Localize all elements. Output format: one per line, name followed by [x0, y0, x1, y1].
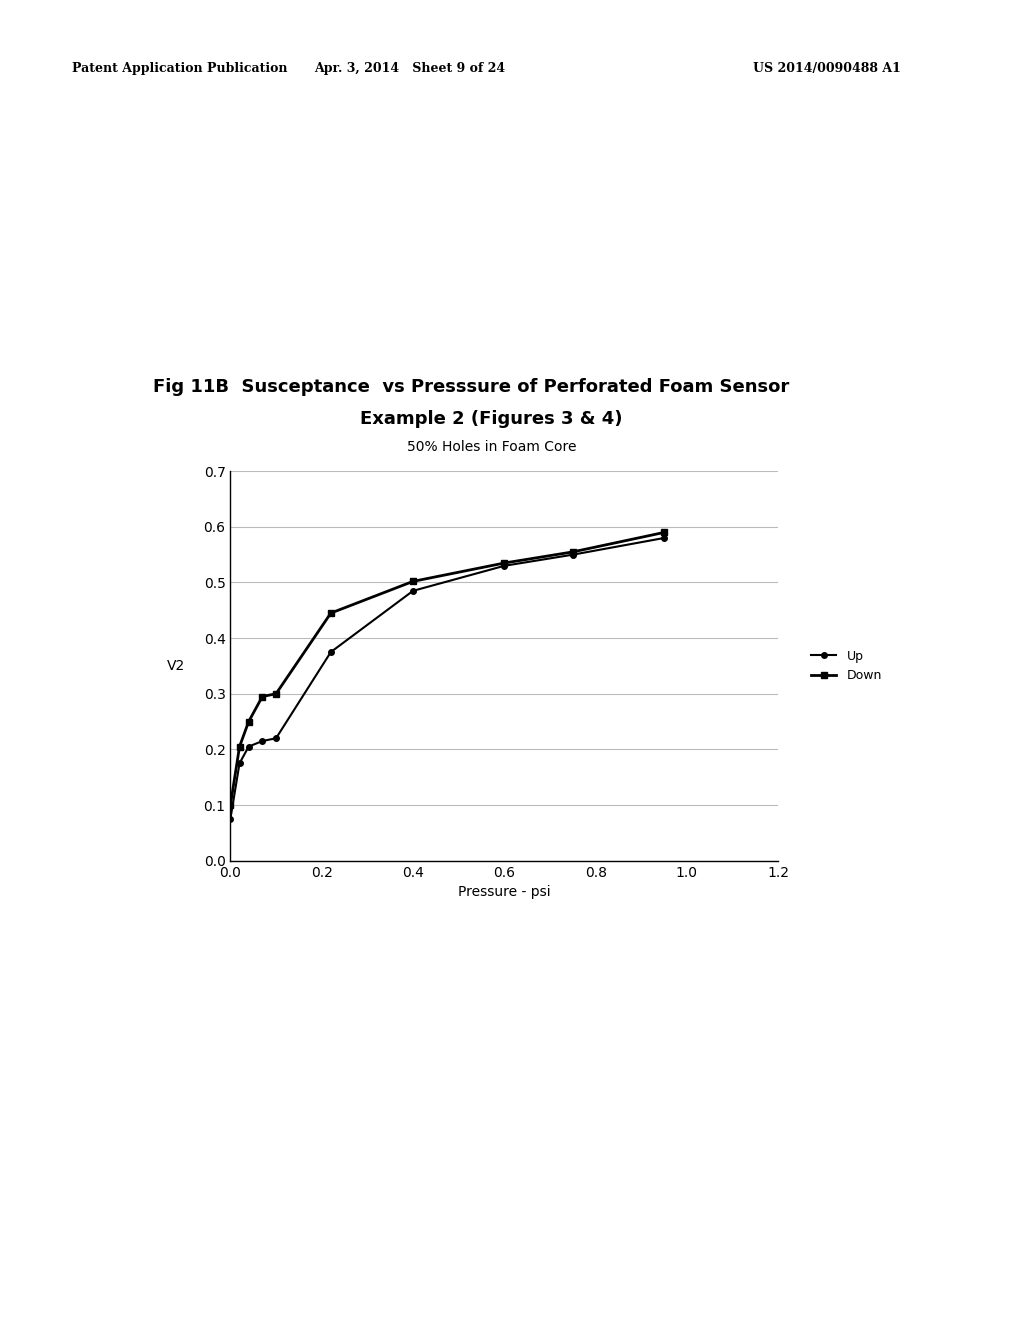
Down [243, 714, 255, 730]
Text: US 2014/0090488 A1: US 2014/0090488 A1 [754, 62, 901, 75]
Up [233, 755, 246, 771]
Up [407, 583, 419, 599]
Up [256, 733, 268, 748]
Down [566, 544, 579, 560]
Up [224, 810, 237, 826]
Line: Up: Up [227, 535, 667, 821]
Text: Example 2 (Figures 3 & 4): Example 2 (Figures 3 & 4) [360, 409, 623, 428]
X-axis label: Pressure - psi: Pressure - psi [458, 884, 551, 899]
Down [407, 573, 419, 589]
Text: Apr. 3, 2014   Sheet 9 of 24: Apr. 3, 2014 Sheet 9 of 24 [314, 62, 505, 75]
Down [325, 605, 337, 620]
Legend: Up, Down: Up, Down [807, 644, 887, 688]
Down [499, 556, 511, 572]
Text: 50% Holes in Foam Core: 50% Holes in Foam Core [407, 440, 577, 454]
Up [243, 739, 255, 755]
Up [658, 531, 671, 546]
Text: Fig 11B  Susceptance  vs Presssure of Perforated Foam Sensor: Fig 11B Susceptance vs Presssure of Perf… [153, 378, 790, 396]
Line: Down: Down [227, 529, 668, 808]
Down [224, 797, 237, 813]
Up [499, 558, 511, 574]
Down [658, 524, 671, 540]
Up [270, 730, 283, 746]
Up [566, 546, 579, 562]
Up [325, 644, 337, 660]
Text: Patent Application Publication: Patent Application Publication [72, 62, 287, 75]
Down [233, 739, 246, 755]
Y-axis label: V2: V2 [167, 659, 185, 673]
Down [256, 689, 268, 705]
Down [270, 686, 283, 702]
